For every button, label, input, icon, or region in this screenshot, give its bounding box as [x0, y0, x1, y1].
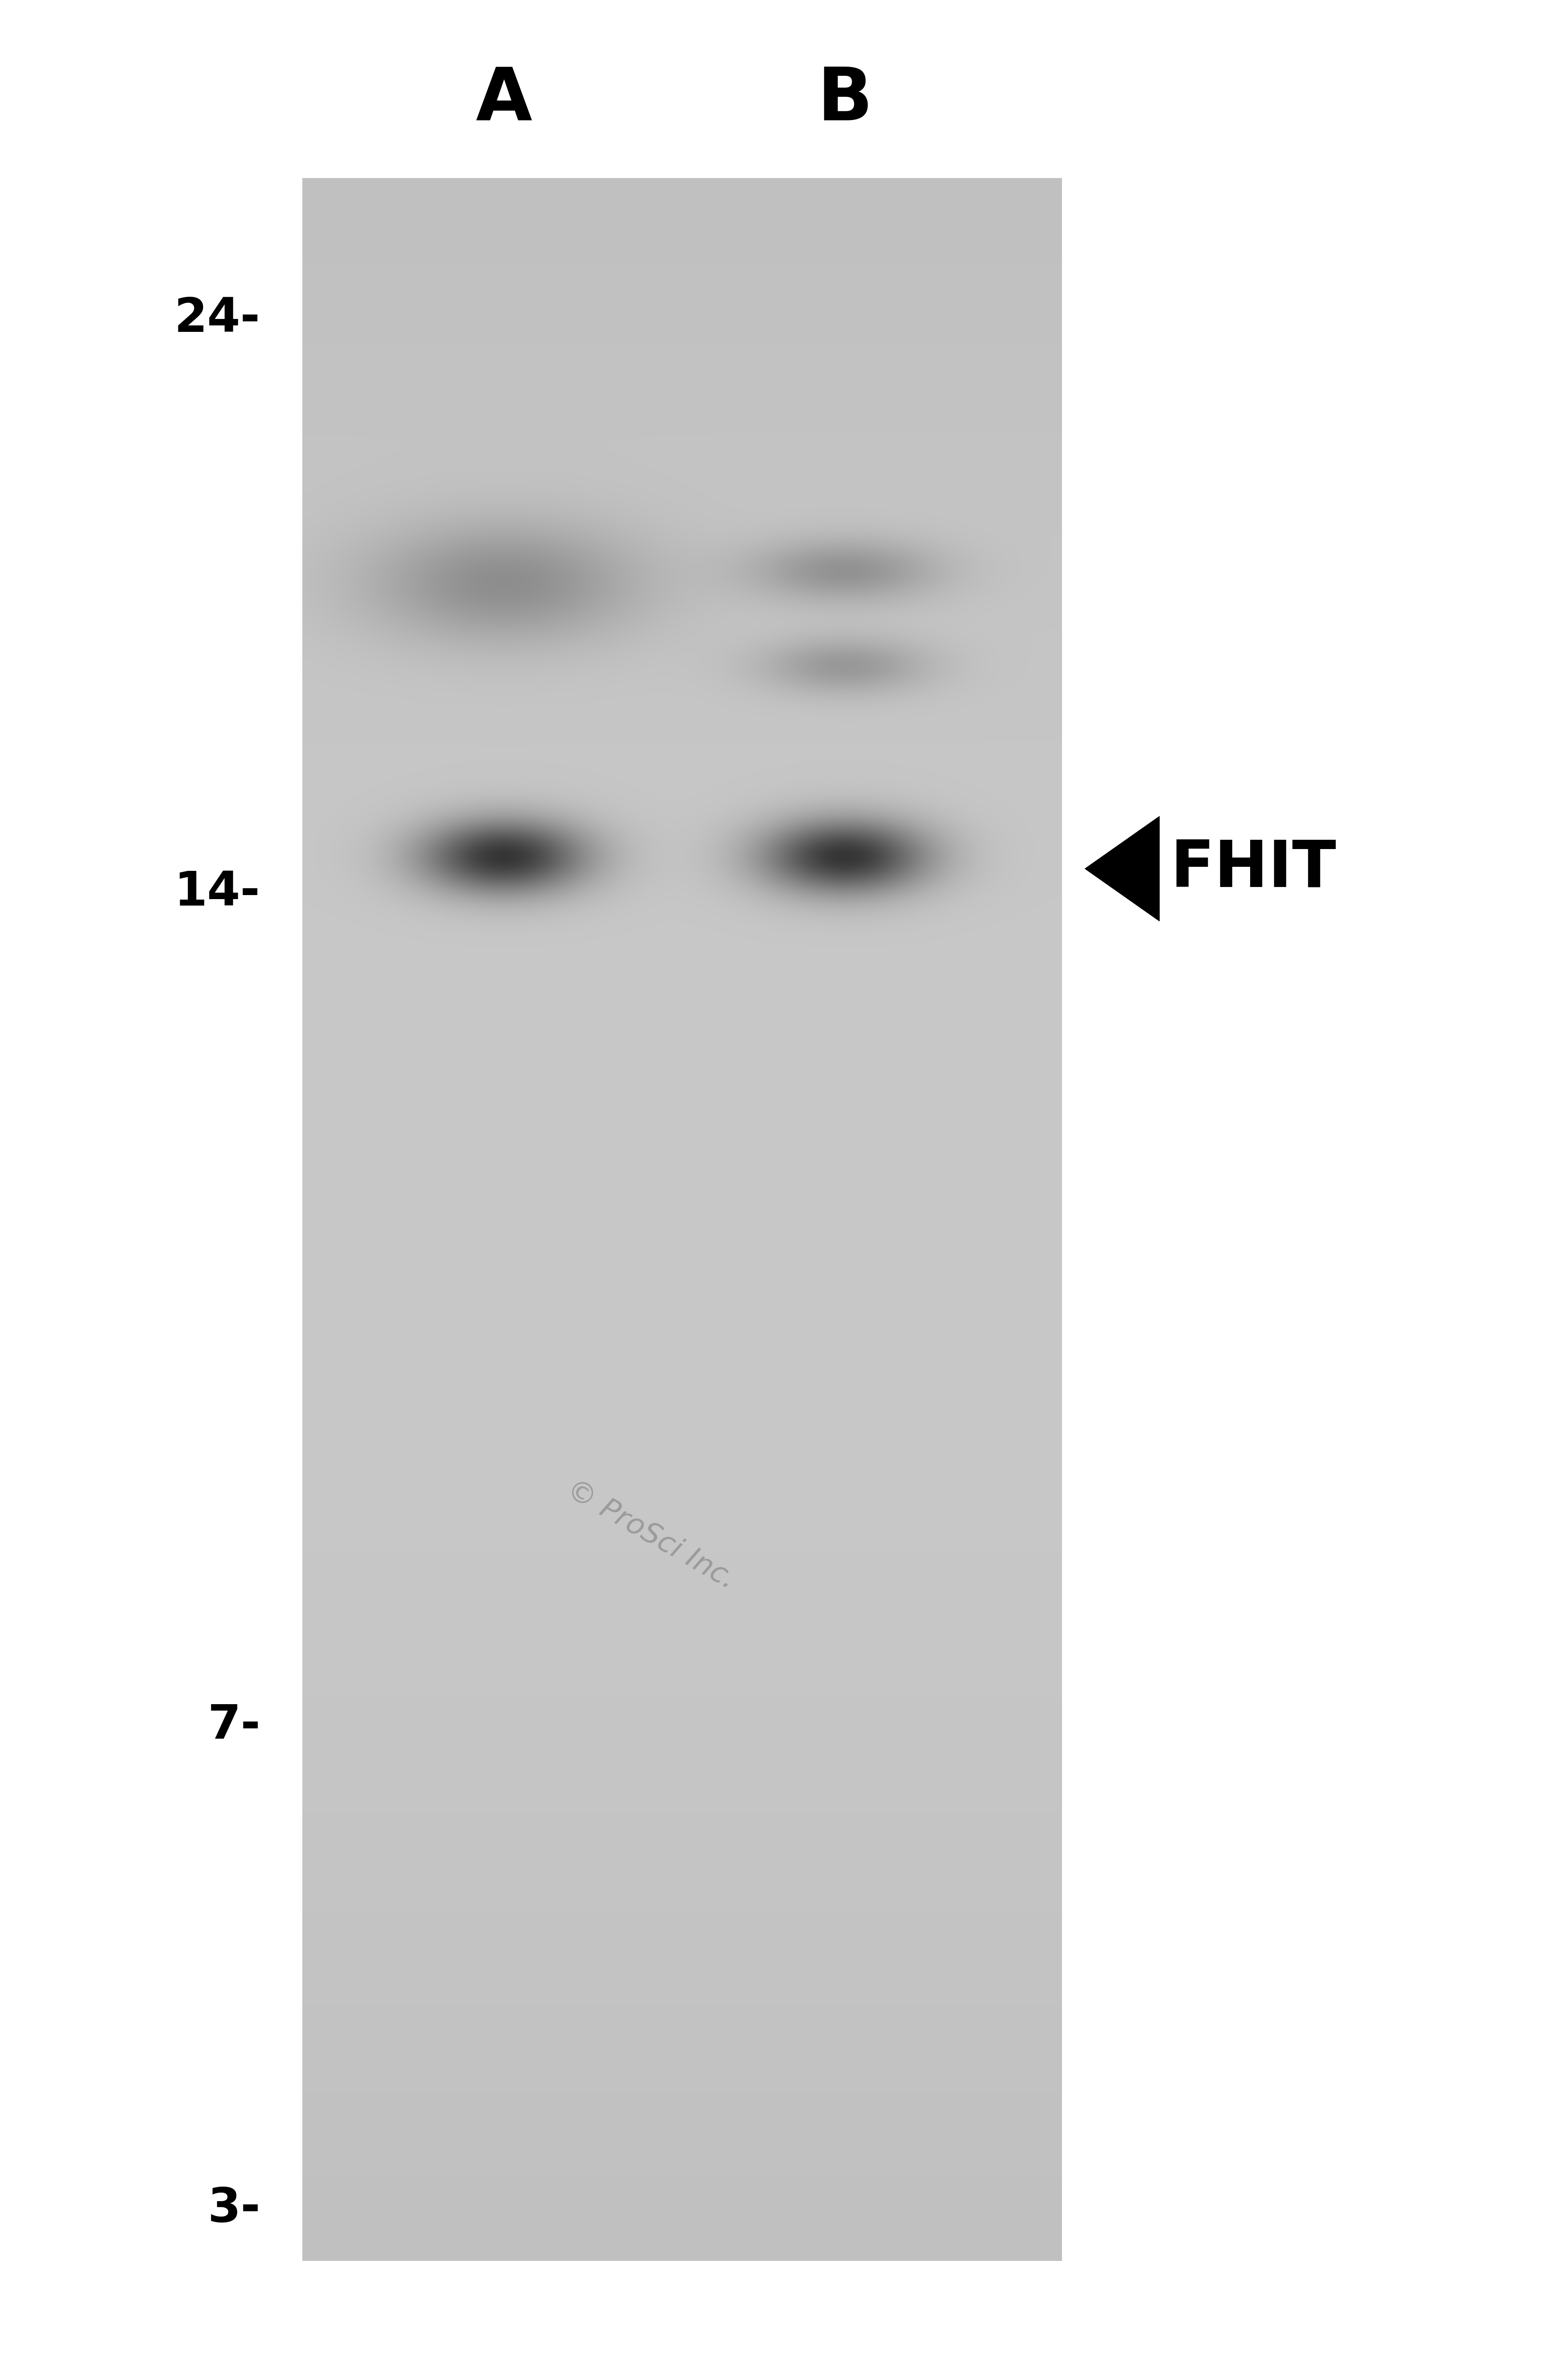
Text: B: B — [817, 64, 873, 136]
Text: A: A — [476, 64, 532, 136]
Text: 24-: 24- — [175, 295, 260, 343]
Text: FHIT: FHIT — [1170, 838, 1336, 900]
Text: 3-: 3- — [208, 2185, 260, 2232]
Polygon shape — [1085, 816, 1159, 921]
Text: © ProSci Inc.: © ProSci Inc. — [561, 1476, 741, 1595]
Text: 14-: 14- — [175, 869, 260, 916]
Text: 7-: 7- — [208, 1702, 260, 1749]
